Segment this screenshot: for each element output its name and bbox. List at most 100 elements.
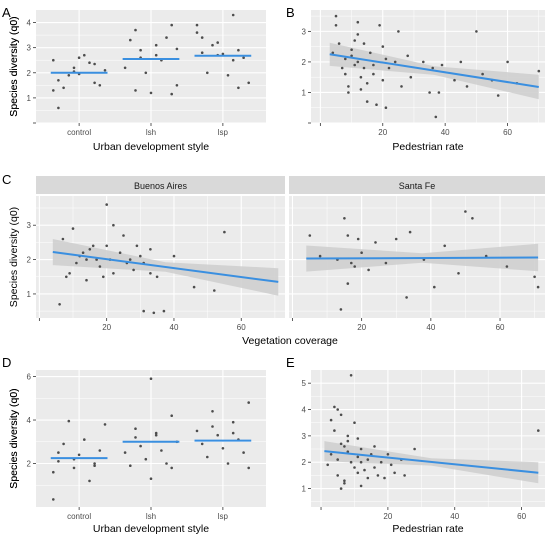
x-axis-title: Urban development style [93,523,209,535]
data-point [98,84,102,87]
y-tick-label: 3 [302,432,307,441]
data-point [359,484,363,488]
data-point [247,401,250,404]
data-point [93,62,96,66]
data-point [376,474,380,477]
data-point [139,444,142,448]
data-point [373,445,376,448]
data-point [62,442,65,446]
data-point [356,20,360,24]
data-point [134,28,137,32]
data-point [129,38,132,42]
data-point [366,458,370,461]
x-tick-label: 40 [426,323,435,332]
panel-label: A [2,5,11,20]
data-point [200,442,204,446]
data-point [83,438,86,441]
y-tick-label: 1 [27,290,32,299]
data-point [134,427,137,431]
data-point [386,453,390,456]
x-tick-label: 20 [378,128,387,137]
data-point [149,272,152,275]
data-point [381,45,385,48]
data-point [372,63,375,67]
data-point [359,88,363,91]
x-tick-label: control [67,128,91,137]
regression-line [52,251,279,283]
data-point [405,296,408,299]
data-point [61,237,65,241]
data-point [350,54,353,58]
x-tick-label: 20 [102,323,111,332]
y-tick-label: 2 [27,460,32,469]
data-point [334,24,338,27]
data-point [329,453,333,456]
data-point [393,471,396,475]
y-axis-title: Species diversity (q0) [8,207,20,307]
data-point [397,30,400,33]
data-point [149,248,152,251]
data-point [52,470,55,474]
data-point [132,268,135,272]
data-point [465,85,469,88]
data-point [353,265,357,268]
data-point [206,455,209,459]
y-axis-title: Species diversity (q0) [8,16,20,116]
x-tick-label: lsp [218,128,229,137]
data-point [231,58,235,62]
data-point [134,436,137,439]
data-point [343,217,346,220]
data-point [67,419,71,423]
data-point [123,66,127,70]
data-point [88,248,92,251]
data-point [144,71,148,75]
data-point [77,56,81,59]
data-point [57,106,60,110]
data-point [349,374,353,377]
data-point [475,30,478,33]
data-point [98,449,102,452]
data-point [437,91,441,94]
data-point [383,476,386,480]
data-point [85,278,88,282]
data-point [384,57,388,61]
data-point [122,234,125,237]
y-tick-label: 4 [27,416,32,425]
data-point [93,81,96,85]
data-point [134,89,137,92]
x-axis-title: Urban development style [93,141,209,153]
data-point [57,79,60,82]
data-point [154,431,158,435]
data-point [67,74,71,77]
data-point [340,66,344,70]
data-point [496,94,500,97]
data-point [175,47,179,51]
regression-line [306,256,539,260]
data-point [52,89,55,92]
facet-strip [36,176,285,194]
data-point [334,14,338,18]
regression-line [324,450,539,474]
data-point [333,405,336,409]
data-point [200,36,204,39]
data-point [103,69,107,72]
data-point [195,23,199,27]
data-point [68,272,71,275]
data-point [216,433,219,437]
data-point [237,86,240,90]
y-tick-label: 2 [27,256,32,265]
data-point [343,479,346,483]
x-tick-label: 20 [383,512,392,521]
data-point [139,254,142,258]
x-tick-label: 20 [357,323,366,332]
data-point [384,261,388,265]
data-point [363,468,366,472]
data-point [170,92,173,96]
y-tick-label: 5 [302,379,307,388]
data-point [372,72,375,76]
data-point [387,66,391,70]
data-point [362,42,366,45]
data-point [75,261,78,265]
data-point [91,244,95,248]
data-point [112,272,115,275]
